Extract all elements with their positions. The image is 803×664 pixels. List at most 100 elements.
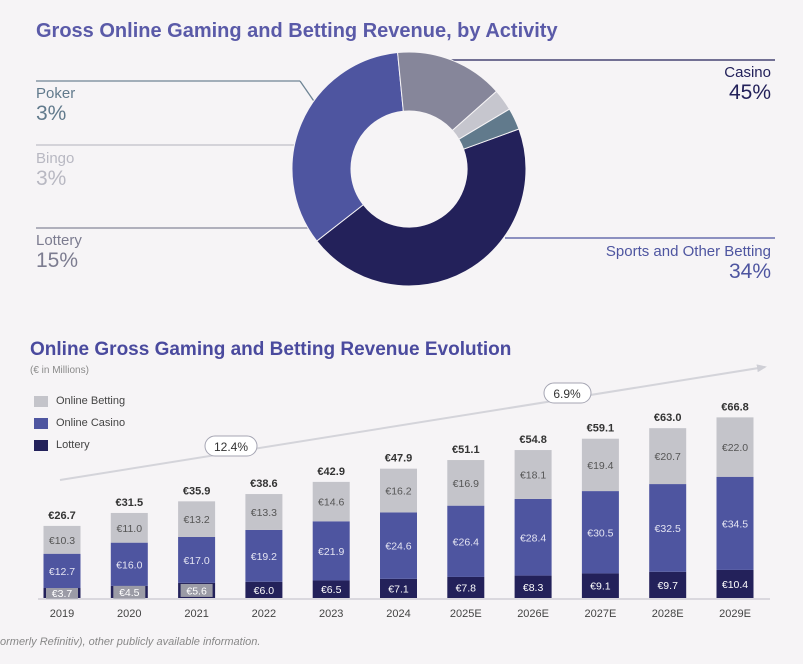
bar-value-label-online-betting-2027E: €19.4 — [587, 460, 613, 472]
bar-value-label-online-casino-2021: €17.0 — [183, 555, 209, 567]
bar-total-label-2022: €38.6 — [250, 478, 278, 490]
bar-lottery-2021 — [178, 582, 216, 598]
bar-value-label-online-casino-2020: €16.0 — [116, 559, 142, 571]
bar-value-label-online-betting-2025E: €16.9 — [453, 478, 479, 490]
bar-online-casino-2019 — [43, 553, 81, 589]
bar-value-label-online-betting-2020: €11.0 — [117, 523, 143, 535]
cagr-box-first — [204, 435, 258, 457]
bar-total-label-2026E: €54.8 — [519, 434, 547, 446]
bar-online-betting-2019 — [43, 525, 81, 554]
bar-value-label-online-casino-2026E: €28.4 — [520, 532, 546, 544]
bar-value-label-online-betting-2023: €14.6 — [318, 497, 344, 509]
bar-lottery-2025E — [447, 576, 485, 598]
bar-value-label-online-betting-2028E: €20.7 — [655, 451, 681, 463]
poker-percent: 3% — [36, 102, 67, 125]
poker-label: Poker 3% — [36, 85, 75, 126]
bar-total-label-2019: €26.7 — [48, 510, 76, 522]
lottery-label: Lottery 15% — [36, 232, 82, 273]
bar-lottery-2022 — [245, 581, 283, 598]
bar-value-label-lottery-2022: €6.0 — [254, 585, 275, 597]
bar-value-label-online-betting-2021: €13.2 — [183, 514, 209, 526]
bar-online-betting-2025E — [447, 460, 485, 506]
bar-online-betting-2023 — [312, 481, 350, 522]
bar-online-betting-2026E — [514, 450, 552, 499]
bar-online-betting-2027E — [581, 438, 619, 492]
bar-total-label-2020: €31.5 — [116, 497, 144, 509]
bar-total-label-2028E: €63.0 — [654, 412, 682, 424]
bar-online-betting-2022 — [245, 494, 283, 530]
bar-value-label-online-betting-2019: €10.3 — [49, 535, 75, 547]
x-tick-label-2020: 2020 — [117, 608, 141, 620]
bar-total-label-2027E: €59.1 — [587, 423, 615, 435]
bar-value-label-online-betting-2026E: €18.1 — [520, 469, 546, 481]
bar-value-label-online-casino-2023: €21.9 — [318, 546, 344, 558]
bar-online-casino-2022 — [245, 529, 283, 582]
bar-total-label-2025E: €51.1 — [452, 444, 480, 456]
bar-value-label-online-casino-2028E: €32.5 — [655, 523, 681, 535]
x-tick-label-2023: 2023 — [319, 608, 343, 620]
bar-value-label-lottery-2023: €6.5 — [321, 584, 342, 596]
bar-value-label-lottery-2027E: €9.1 — [590, 581, 611, 593]
bar-lottery-2028E — [649, 571, 687, 598]
bar-total-label-2029E: €66.8 — [721, 401, 749, 413]
casino-label: Casino 45% — [724, 64, 771, 105]
x-tick-label-2022: 2022 — [252, 608, 276, 620]
bingo-name: Bingo — [36, 150, 75, 167]
poker-name: Poker — [36, 85, 76, 102]
bar-lottery-2027E — [581, 573, 619, 598]
legend-item-online-casino: Online Casino — [34, 412, 125, 434]
bar-online-casino-2027E — [581, 491, 619, 574]
legend-label-lottery: Lottery — [56, 439, 90, 451]
donut-chart-title: Gross Online Gaming and Betting Revenue,… — [36, 20, 558, 42]
bar-value-label-online-casino-2025E: €26.4 — [453, 536, 479, 548]
bar-online-casino-2028E — [649, 484, 687, 572]
sports-percent: 34% — [728, 260, 771, 283]
legend-swatch-online-betting — [34, 395, 48, 407]
bar-online-casino-2029E — [716, 476, 754, 570]
bingo-percent: 3% — [36, 167, 67, 190]
bar-value-label-lottery-2024: €7.1 — [388, 583, 409, 595]
bar-value-label-lottery-2028E: €9.7 — [657, 580, 678, 592]
legend-item-lottery: Lottery — [34, 434, 125, 456]
bar-lottery-2024 — [380, 578, 417, 598]
x-tick-label-2028E: 2028E — [652, 608, 684, 620]
legend-item-online-betting: Online Betting — [34, 390, 125, 412]
cagr-label-second: 6.9% — [553, 387, 581, 401]
bar-value-label-online-casino-2027E: €30.5 — [587, 527, 613, 539]
donut-slice-casino — [316, 128, 527, 287]
casino-percent: 45% — [728, 81, 771, 104]
bar-total-label-2023: €42.9 — [317, 466, 345, 478]
growth-arrow — [59, 364, 767, 481]
bar-online-betting-2021 — [178, 501, 216, 537]
lottery-label-box-2019 — [46, 586, 78, 600]
bar-legend: Online Betting Online Casino Lottery — [34, 390, 125, 456]
bar-online-casino-2020 — [110, 542, 148, 586]
legend-swatch-lottery — [34, 439, 48, 451]
casino-name: Casino — [724, 64, 771, 81]
donut-slice-sports-and-other-betting — [291, 52, 404, 242]
source-footnote: ormerly Refinitiv), other publicly avail… — [0, 636, 261, 648]
x-tick-label-2027E: 2027E — [584, 608, 616, 620]
bar-online-casino-2026E — [514, 498, 552, 576]
cagr-label-first: 12.4% — [214, 440, 248, 454]
bar-online-casino-2023 — [312, 521, 350, 581]
donut-slice-poker — [458, 108, 520, 150]
bar-lottery-2029E — [716, 569, 754, 598]
bar-value-label-lottery-2025E: €7.8 — [456, 582, 477, 594]
bar-value-label-lottery-2026E: €8.3 — [523, 582, 544, 594]
sports-name: Sports and Other Betting — [605, 243, 771, 260]
legend-label-online-betting: Online Betting — [56, 395, 126, 407]
bar-online-betting-2028E — [649, 428, 687, 485]
lottery-name: Lottery — [36, 232, 82, 249]
lottery-percent: 15% — [36, 249, 79, 272]
legend-swatch-online-casino — [34, 417, 48, 429]
x-tick-label-2029E: 2029E — [719, 608, 751, 620]
bar-lottery-2023 — [312, 580, 350, 598]
legend-label-online-casino: Online Casino — [56, 417, 126, 429]
bar-value-label-online-casino-2019: €12.7 — [49, 566, 75, 578]
bar-online-casino-2024 — [380, 512, 417, 579]
bar-value-label-online-betting-2022: €13.3 — [251, 507, 277, 519]
bar-value-label-lottery-2021: €5.6 — [186, 585, 207, 597]
bar-chart-subtitle: (€ in Millions) — [30, 365, 89, 376]
cagr-box-second — [543, 382, 592, 404]
